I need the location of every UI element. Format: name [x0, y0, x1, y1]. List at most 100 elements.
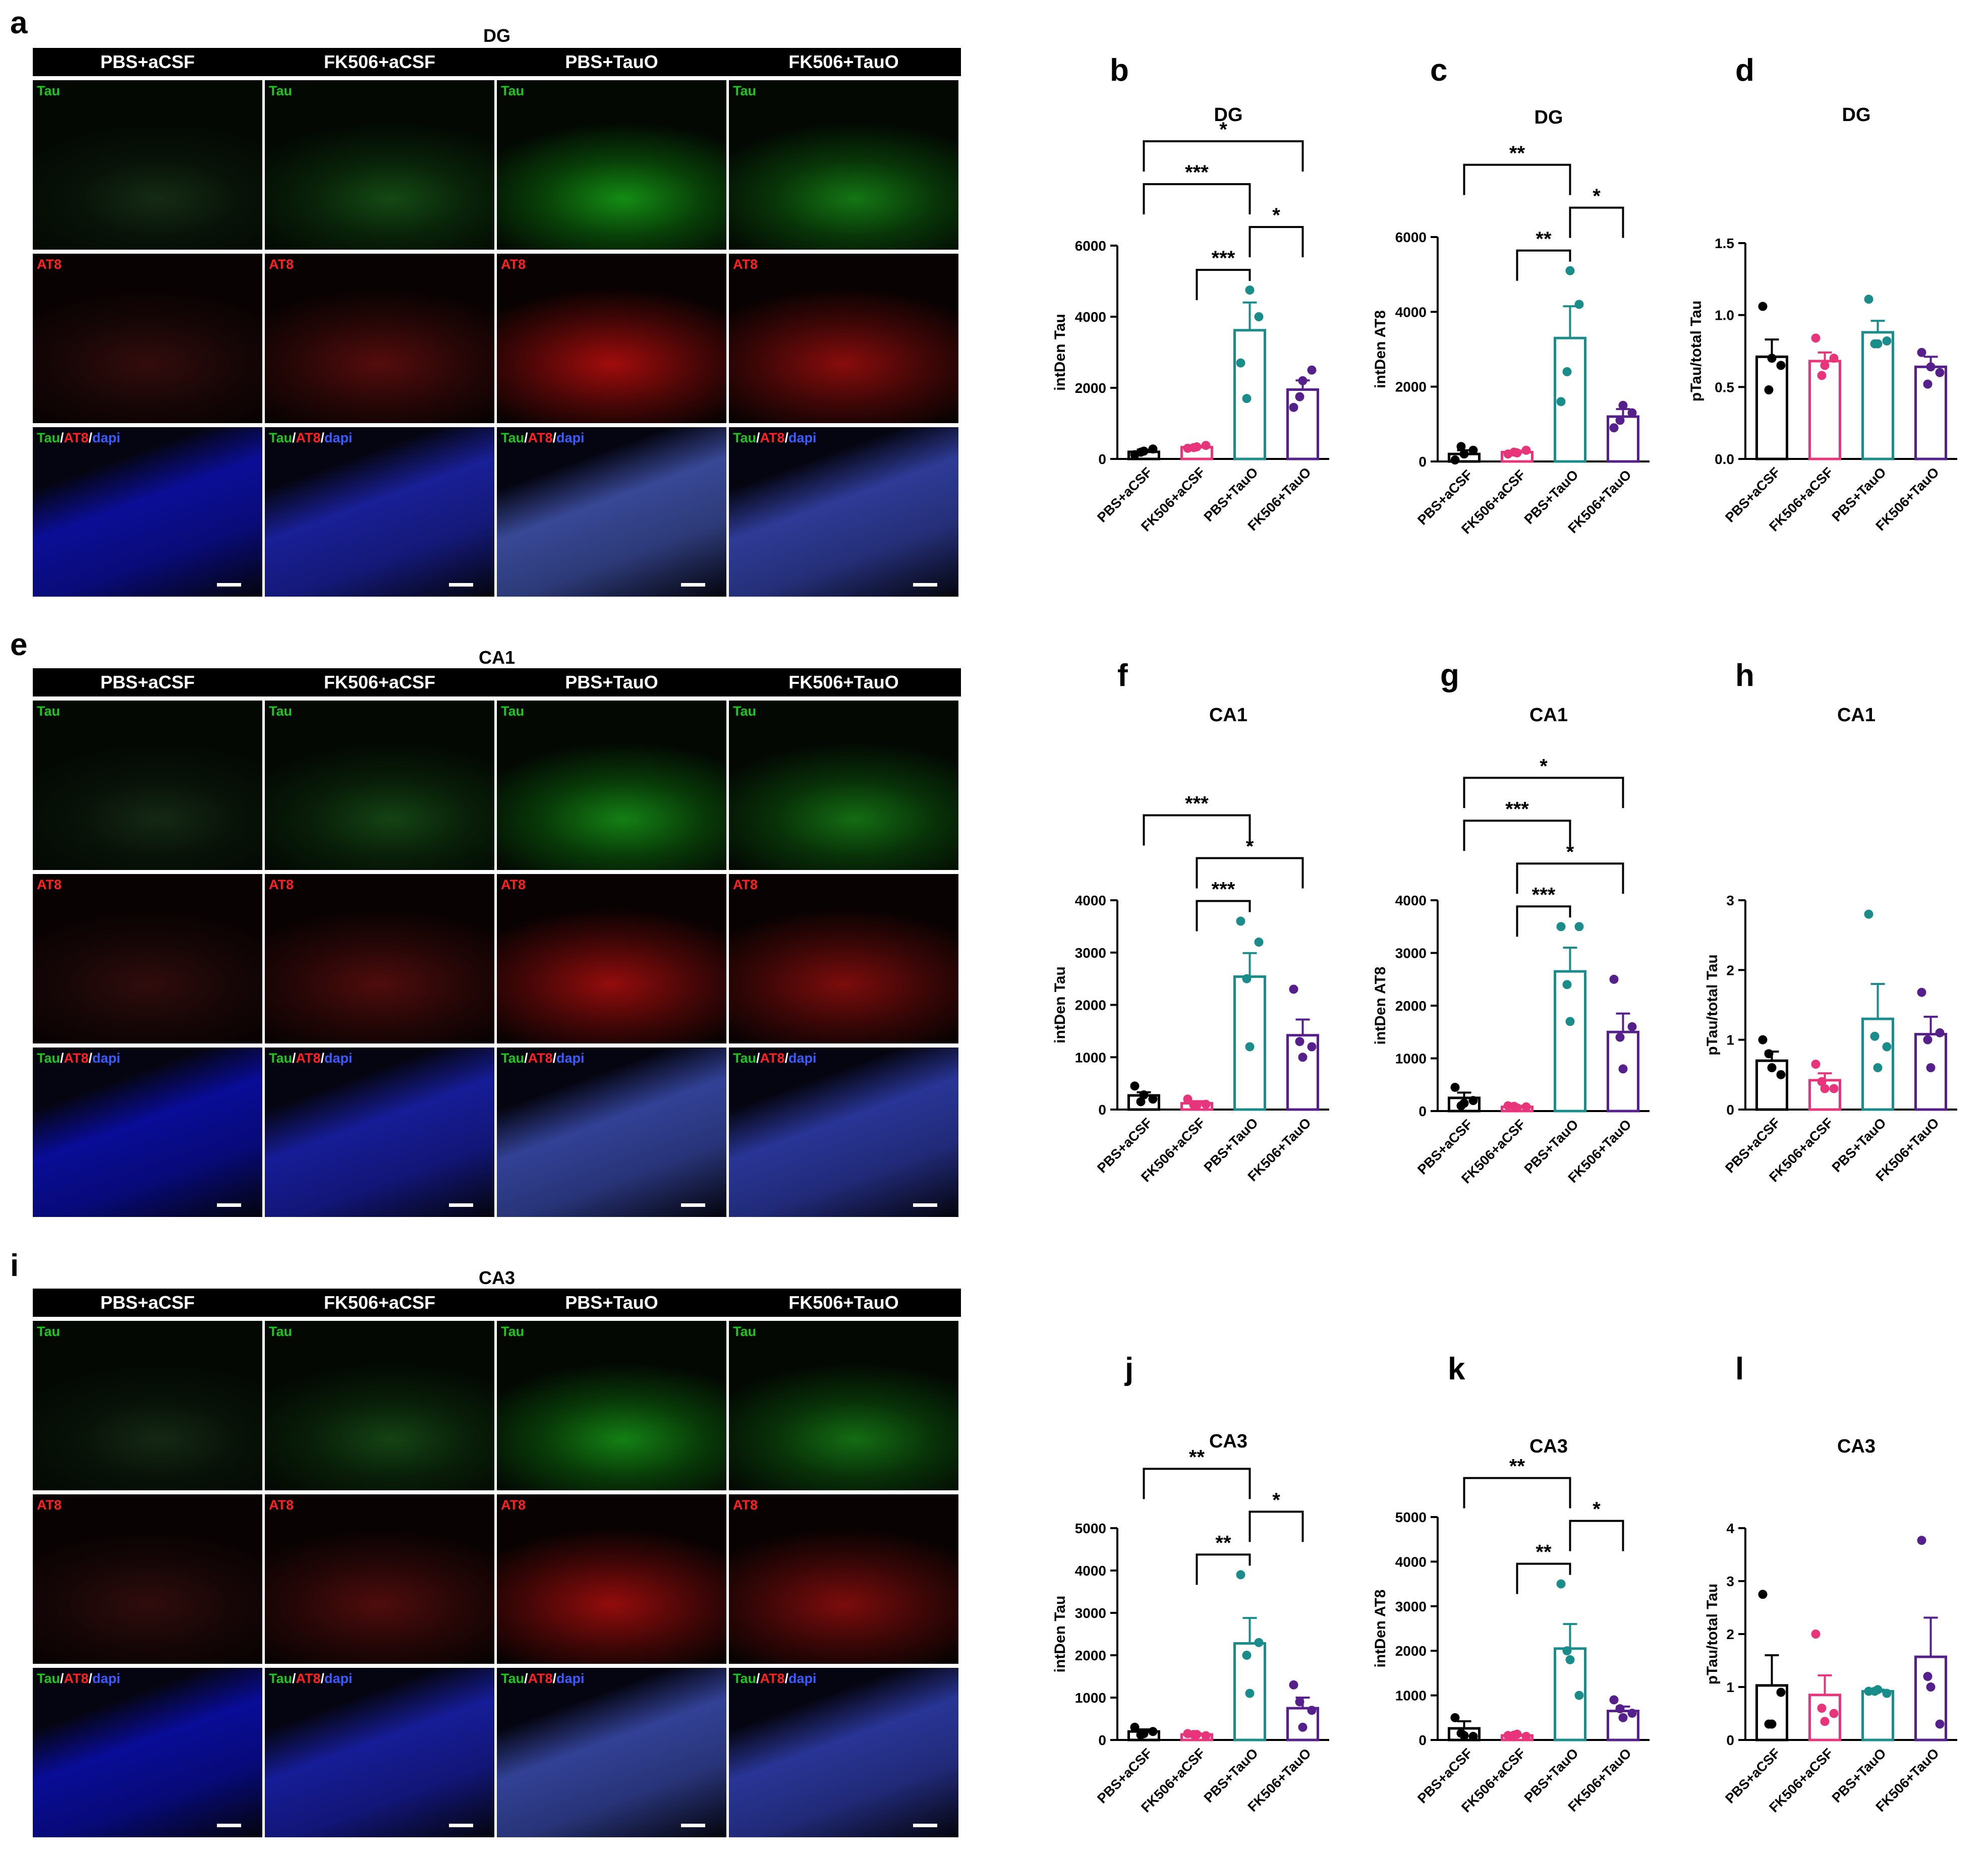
bar-pbs-tauo	[1233, 329, 1266, 460]
significance-label: **	[1189, 1446, 1205, 1468]
data-point	[1509, 447, 1519, 457]
y-axis-label: intDen Tau	[1052, 314, 1068, 391]
data-point	[1295, 1037, 1304, 1047]
data-point	[1917, 347, 1926, 357]
data-point	[1820, 361, 1830, 370]
bar-pbs-tauo	[1554, 970, 1586, 1113]
region-title-ca1: CA1	[478, 647, 516, 668]
micrograph-ca1-at8-1: AT8	[33, 874, 262, 1043]
data-point	[1189, 1100, 1199, 1110]
micrograph-ca3-merge-3: Tau/AT8/dapi	[497, 1668, 726, 1837]
data-point	[1456, 442, 1466, 451]
micrograph-dg-at8-2: AT8	[265, 254, 494, 423]
column-header-pbs-acsf: PBS+aCSF	[100, 1292, 195, 1313]
significance-bracket	[1248, 1510, 1304, 1542]
data-point	[1873, 1063, 1883, 1072]
data-point	[1609, 423, 1619, 433]
data-point	[1764, 1049, 1774, 1059]
significance-label: *	[1593, 185, 1601, 207]
y-tick-label: 1000	[1395, 1051, 1427, 1067]
significance-label: *	[1566, 841, 1574, 863]
data-point	[1615, 416, 1625, 425]
data-point	[1468, 445, 1478, 455]
data-point	[1817, 371, 1827, 380]
channel-label: Tau	[733, 1324, 756, 1339]
data-point	[1289, 402, 1298, 412]
data-point	[1521, 1102, 1531, 1112]
y-axis-label: pTau/total Tau	[1688, 301, 1705, 402]
panel-letter-j: j	[1124, 1352, 1133, 1386]
data-point	[1870, 1687, 1880, 1696]
column-header-fk506-tauo: FK506+TauO	[788, 51, 899, 72]
y-axis-label: intDen AT8	[1372, 967, 1389, 1045]
channel-label: Tau/AT8/dapi	[733, 430, 817, 445]
data-point	[1758, 1035, 1768, 1044]
micrograph-dg-at8-4: AT8	[729, 254, 958, 423]
y-tick-label: 2000	[1395, 379, 1427, 395]
channel-label: Tau	[733, 704, 756, 719]
scale-bar	[681, 583, 705, 587]
data-point	[1864, 909, 1873, 919]
significance-bracket	[1143, 140, 1304, 172]
data-point	[1289, 1680, 1298, 1690]
data-point	[1627, 1022, 1637, 1031]
data-point	[1509, 1730, 1519, 1740]
column-header-pbs-acsf: PBS+aCSF	[100, 672, 195, 692]
data-point	[1459, 449, 1469, 459]
data-point	[1811, 1060, 1821, 1069]
data-point	[1764, 385, 1774, 395]
data-point	[1468, 1096, 1478, 1106]
y-tick-label: 1	[1726, 1032, 1734, 1048]
data-point	[1521, 1731, 1531, 1741]
data-point	[1148, 1727, 1158, 1736]
data-point	[1767, 1063, 1777, 1072]
bar-fk506-tauo	[1914, 365, 1947, 460]
significance-label: ***	[1185, 793, 1209, 815]
y-tick-label: 2	[1726, 1626, 1734, 1642]
data-point	[1923, 379, 1933, 389]
column-header-pbs-tauo: PBS+TauO	[565, 1292, 658, 1313]
channel-label: Tau/AT8/dapi	[733, 1671, 817, 1686]
channel-label: AT8	[37, 257, 62, 272]
y-tick-label: 0	[1418, 454, 1427, 470]
micrograph-dg-at8-3: AT8	[497, 254, 726, 423]
data-point	[1562, 367, 1572, 376]
data-point	[1574, 922, 1584, 932]
y-tick-label: 6000	[1075, 238, 1106, 254]
data-point	[1615, 1704, 1625, 1714]
micrograph-ca3-tau-1: Tau	[33, 1321, 262, 1490]
bar-pbs-tauo	[1861, 331, 1894, 460]
y-tick-label: 1000	[1075, 1050, 1106, 1065]
column-header-fk506-tauo: FK506+TauO	[788, 1292, 899, 1313]
chart-title: CA1	[1837, 705, 1876, 726]
panel-letter-g: g	[1440, 658, 1459, 693]
scale-bar	[681, 1203, 705, 1207]
data-point	[1307, 1706, 1317, 1715]
data-point	[1136, 1730, 1146, 1739]
significance-bracket	[1143, 183, 1251, 215]
data-point	[1864, 295, 1873, 304]
data-point	[1926, 362, 1936, 372]
channel-label: Tau/AT8/dapi	[269, 1671, 353, 1686]
y-tick-label: 2000	[1075, 1648, 1106, 1663]
significance-bracket	[1569, 1520, 1624, 1551]
chart-title: DG	[1535, 107, 1563, 128]
data-point	[1811, 1630, 1821, 1639]
data-point	[1565, 1017, 1575, 1026]
y-tick-label: 4000	[1075, 893, 1106, 908]
column-header-pbs-tauo: PBS+TauO	[565, 51, 658, 72]
micrograph-ca3-tau-3: Tau	[497, 1321, 726, 1490]
column-header-bar: PBS+aCSF FK506+aCSF PBS+TauO FK506+TauO	[33, 48, 961, 76]
panel-letter-c: c	[1430, 53, 1447, 88]
data-point	[1562, 1646, 1572, 1656]
y-tick-label: 3000	[1075, 1605, 1106, 1621]
data-point	[1926, 1063, 1936, 1072]
data-point	[1236, 1570, 1245, 1580]
data-point	[1565, 266, 1575, 275]
y-tick-label: 5000	[1395, 1509, 1427, 1525]
data-point	[1254, 938, 1264, 947]
